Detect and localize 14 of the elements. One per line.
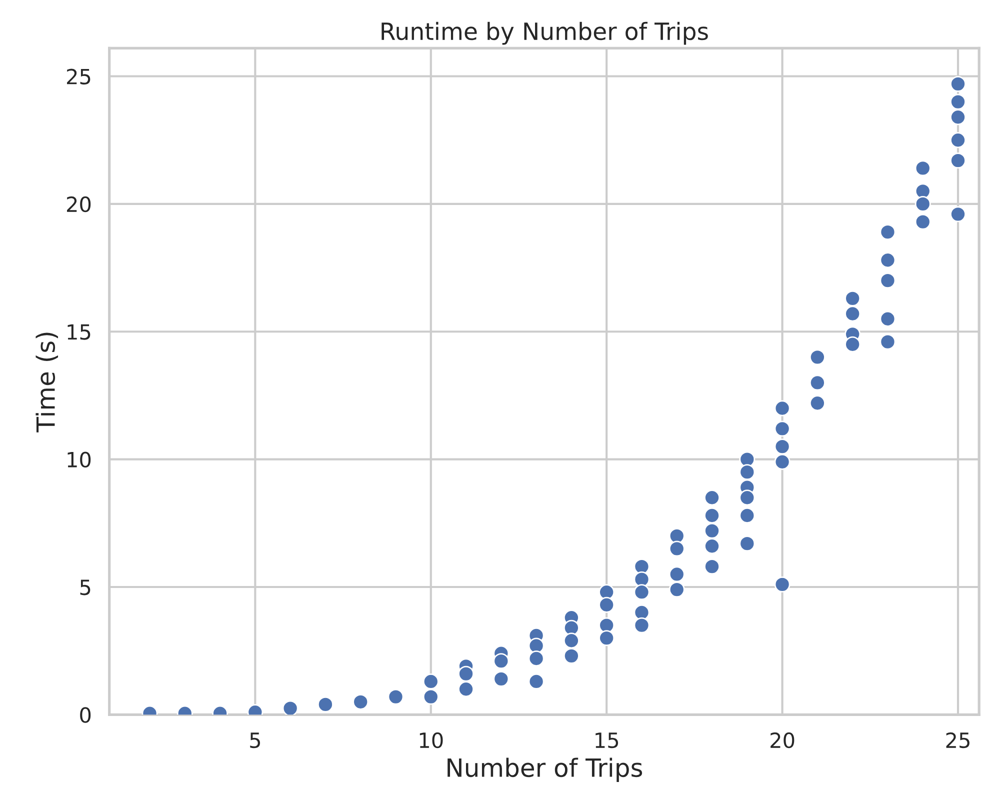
chart-title: Runtime by Number of Trips xyxy=(382,22,708,45)
y-tick-label: 0 xyxy=(80,707,91,723)
y-tick-label: 5 xyxy=(80,580,90,596)
y-tick-label: 10 xyxy=(68,452,91,468)
y-axis-title: Time (s) xyxy=(36,332,58,432)
x-tick-label: 25 xyxy=(946,732,970,748)
x-tick-label: 20 xyxy=(770,732,794,748)
y-tick-label: 15 xyxy=(68,324,90,340)
x-tick-label: 5 xyxy=(250,732,260,748)
x-tick-label: 10 xyxy=(420,732,443,748)
y-tick-label: 25 xyxy=(66,68,90,84)
x-tick-label: 15 xyxy=(596,732,618,748)
y-tick-label: 20 xyxy=(66,196,91,212)
x-axis-title: Number of Trips xyxy=(448,758,642,782)
